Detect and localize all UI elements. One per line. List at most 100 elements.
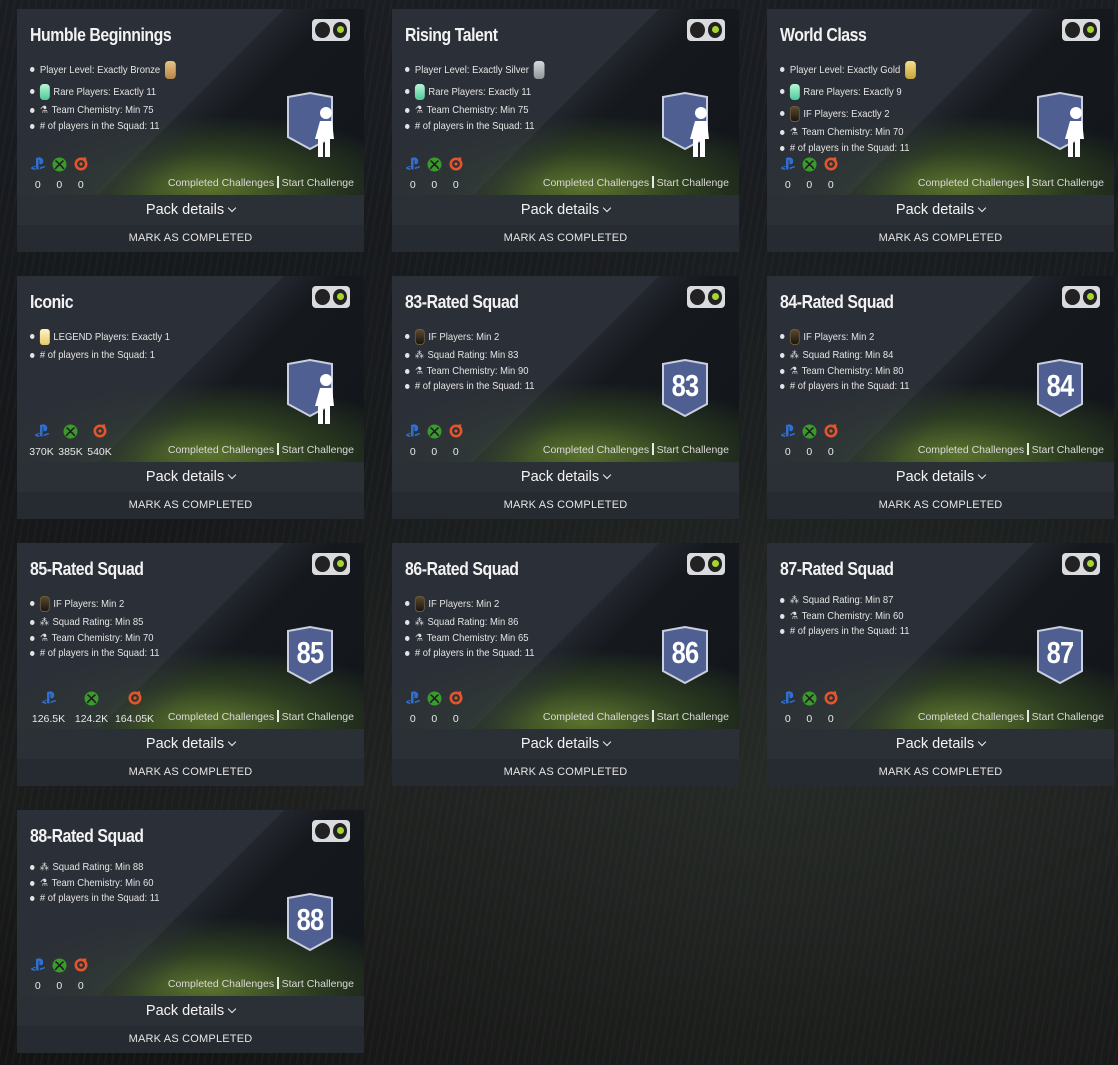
requirement-item: ⚗ Team Chemistry: Min 80 xyxy=(780,364,1010,380)
completed-challenges-link[interactable]: Completed Challenges xyxy=(167,177,275,189)
requirement-item: Rare Players: Exactly 11 xyxy=(30,81,260,103)
start-challenge-link[interactable]: Start Challenge xyxy=(281,177,354,189)
pack-details-button[interactable]: Pack details xyxy=(17,729,364,759)
completed-challenges-link[interactable]: Completed Challenges xyxy=(542,711,650,723)
platform-price: 0 xyxy=(431,446,438,458)
completed-toggle[interactable] xyxy=(687,19,725,41)
requirement-item: ⚗ Team Chemistry: Min 90 xyxy=(405,364,635,380)
requirements-list: Player Level: Exactly Silver Rare Players… xyxy=(405,59,660,134)
start-challenge-link[interactable]: Start Challenge xyxy=(656,444,729,456)
mark-as-completed-button[interactable]: MARK AS COMPLETED xyxy=(767,759,1114,786)
requirement-text: Team Chemistry: Min 70 xyxy=(51,631,154,644)
completed-toggle[interactable] xyxy=(312,553,350,575)
platform-prices: 0 0 0 xyxy=(27,980,92,992)
requirements-list: Player Level: Exactly Gold Rare Players: … xyxy=(780,59,1035,156)
mark-as-completed-button[interactable]: MARK AS COMPLETED xyxy=(767,225,1114,252)
requirement-item: # of players in the Squad: 11 xyxy=(30,646,260,662)
completed-toggle[interactable] xyxy=(1062,286,1100,308)
completed-toggle[interactable] xyxy=(312,820,350,842)
pack-details-label: Pack details xyxy=(145,736,225,752)
toggle-off-dot xyxy=(315,823,330,839)
mark-as-completed-button[interactable]: MARK AS COMPLETED xyxy=(392,492,739,519)
mark-as-completed-button[interactable]: MARK AS COMPLETED xyxy=(17,225,364,252)
requirement-item: ⚗ Team Chemistry: Min 75 xyxy=(30,103,260,119)
completed-challenges-link[interactable]: Completed Challenges xyxy=(917,711,1025,723)
rating-number: 83 xyxy=(671,368,699,403)
start-challenge-link[interactable]: Start Challenge xyxy=(281,978,354,990)
pc-origin-icon xyxy=(820,157,842,171)
start-challenge-link[interactable]: Start Challenge xyxy=(656,711,729,723)
start-challenge-link[interactable]: Start Challenge xyxy=(281,444,354,456)
mark-as-completed-button[interactable]: MARK AS COMPLETED xyxy=(767,492,1114,519)
platform-price: 0 xyxy=(77,980,84,992)
requirements-list: IF Players: Min 2 ⁂ Squad Rating: Min 85 ⚗ T… xyxy=(30,593,285,662)
completed-toggle[interactable] xyxy=(1062,553,1100,575)
challenge-links: Completed Challenges Start Challenge xyxy=(168,977,354,990)
completed-toggle[interactable] xyxy=(687,553,725,575)
pack-details-label: Pack details xyxy=(145,202,225,218)
platform-price: 0 xyxy=(77,179,84,191)
completed-toggle[interactable] xyxy=(687,286,725,308)
pack-details-button[interactable]: Pack details xyxy=(392,729,739,759)
mark-as-completed-button[interactable]: MARK AS COMPLETED xyxy=(17,1026,364,1053)
link-separator xyxy=(652,443,654,455)
card-title: World Class xyxy=(780,25,867,45)
platform-prices: 0 0 0 xyxy=(402,446,467,458)
mark-as-completed-button[interactable]: MARK AS COMPLETED xyxy=(17,759,364,786)
player-silhouette-icon xyxy=(1049,105,1099,165)
start-challenge-link[interactable]: Start Challenge xyxy=(656,177,729,189)
platform-price: 0 xyxy=(452,713,459,725)
start-challenge-link[interactable]: Start Challenge xyxy=(281,711,354,723)
requirement-text: Squad Rating: Min 84 xyxy=(802,349,894,361)
completed-challenges-link[interactable]: Completed Challenges xyxy=(542,177,650,189)
mark-as-completed-button[interactable]: MARK AS COMPLETED xyxy=(392,759,739,786)
completed-challenges-link[interactable]: Completed Challenges xyxy=(917,177,1025,189)
requirement-text: # of players in the Squad: 11 xyxy=(414,380,535,392)
if-card-icon xyxy=(414,596,425,612)
requirement-text: Team Chemistry: Min 70 xyxy=(801,126,904,138)
chemistry-flask-icon: ⚗ xyxy=(789,610,798,622)
completed-challenges-link[interactable]: Completed Challenges xyxy=(917,444,1025,456)
requirement-item: ⚗ Team Chemistry: Min 60 xyxy=(780,609,1010,625)
sbc-card-85-rated-squad: 85-Rated Squad IF Players: Min 2 ⁂ Squad R… xyxy=(17,543,364,786)
pack-details-button[interactable]: Pack details xyxy=(17,195,364,225)
start-challenge-link[interactable]: Start Challenge xyxy=(1031,711,1104,723)
completed-toggle[interactable] xyxy=(1062,19,1100,41)
pack-details-button[interactable]: Pack details xyxy=(392,462,739,492)
platform-price: 0 xyxy=(827,713,834,725)
pack-details-button[interactable]: Pack details xyxy=(17,462,364,492)
completed-challenges-link[interactable]: Completed Challenges xyxy=(167,444,275,456)
mark-as-completed-button[interactable]: MARK AS COMPLETED xyxy=(17,492,364,519)
pack-details-button[interactable]: Pack details xyxy=(767,729,1114,759)
mark-as-completed-button[interactable]: MARK AS COMPLETED xyxy=(392,225,739,252)
completed-toggle[interactable] xyxy=(312,19,350,41)
completed-challenges-link[interactable]: Completed Challenges xyxy=(542,444,650,456)
platform-icons xyxy=(27,691,156,705)
requirements-list: IF Players: Min 2 ⁂ Squad Rating: Min 83 ⚗ T… xyxy=(405,326,660,395)
xbox-icon xyxy=(56,424,85,438)
requirement-item: # of players in the Squad: 11 xyxy=(780,624,1010,640)
rating-number: 87 xyxy=(1046,635,1074,670)
squad-rating-icon: ⁂ xyxy=(789,595,799,606)
pack-details-button[interactable]: Pack details xyxy=(767,462,1114,492)
requirements-list: Player Level: Exactly Bronze Rare Players… xyxy=(30,59,285,134)
platform-price: 0 xyxy=(56,179,63,191)
completed-challenges-link[interactable]: Completed Challenges xyxy=(167,978,275,990)
card-title: Rising Talent xyxy=(405,25,498,45)
start-challenge-link[interactable]: Start Challenge xyxy=(1031,177,1104,189)
card-title: Humble Beginnings xyxy=(30,25,172,45)
requirement-text: IF Players: Exactly 2 xyxy=(803,108,890,120)
pack-details-label: Pack details xyxy=(520,469,600,485)
platform-price: 0 xyxy=(806,446,813,458)
if-card-icon xyxy=(789,106,800,122)
chevron-down-icon xyxy=(227,737,237,747)
pack-details-button[interactable]: Pack details xyxy=(767,195,1114,225)
platform-price: 0 xyxy=(452,179,459,191)
pack-details-button[interactable]: Pack details xyxy=(392,195,739,225)
toggle-off-dot xyxy=(690,556,705,572)
completed-challenges-link[interactable]: Completed Challenges xyxy=(167,711,275,723)
start-challenge-link[interactable]: Start Challenge xyxy=(1031,444,1104,456)
sbc-card-83-rated-squad: 83-Rated Squad IF Players: Min 2 ⁂ Squad R… xyxy=(392,276,739,519)
completed-toggle[interactable] xyxy=(312,286,350,308)
pack-details-button[interactable]: Pack details xyxy=(17,996,364,1026)
